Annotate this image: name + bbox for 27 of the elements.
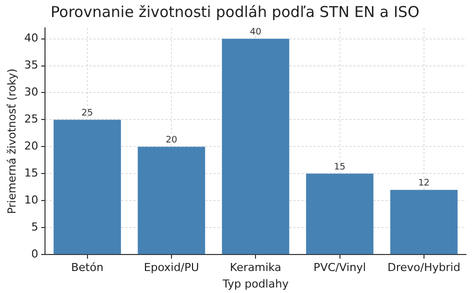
data-label: 15: [334, 162, 346, 173]
y-tick-label: 15: [24, 166, 38, 180]
bar: [54, 120, 121, 254]
x-tick-label: Epoxid/PU: [144, 261, 200, 274]
data-label: 25: [82, 108, 94, 119]
y-tick-label: 35: [24, 58, 38, 72]
data-label: 20: [166, 136, 178, 146]
y-tick-label: 5: [31, 220, 38, 234]
y-tick-label: 40: [24, 32, 38, 45]
bar: [306, 174, 374, 254]
x-tick-label: Betón: [71, 261, 104, 274]
data-label: 12: [418, 178, 430, 189]
y-axis-title: Priemerná životnosť (roky): [5, 68, 18, 214]
y-tick-label: 30: [24, 86, 38, 99]
x-tick-label: Drevo/Hybrid: [388, 261, 460, 274]
y-tick-label: 10: [24, 194, 38, 207]
x-axis-title: Typ podlahy: [222, 277, 290, 290]
y-tick-label: 25: [24, 112, 38, 126]
data-label: 40: [250, 28, 262, 38]
x-tick-label: PVC/Vinyl: [314, 261, 366, 274]
chart-title: Porovnanie životnosti podláh podľa STN EN a ISO: [50, 2, 420, 21]
bar: [222, 38, 290, 254]
bar: [390, 190, 458, 254]
y-tick-label: 20: [24, 140, 38, 153]
x-tick-label: Keramika: [230, 261, 282, 274]
bar: [138, 146, 206, 254]
y-tick-label: 0: [31, 247, 38, 260]
